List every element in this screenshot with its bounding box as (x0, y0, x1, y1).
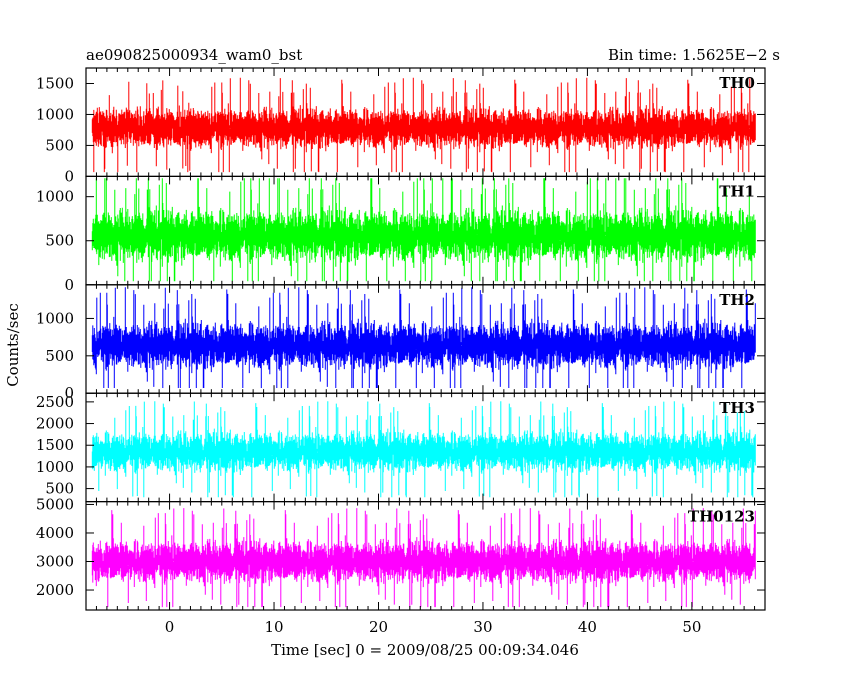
y-tick-label: 3000 (36, 553, 74, 571)
bin-time-label: Bin time: 1.5625E−2 s (608, 46, 780, 64)
y-tick-label: 0 (64, 384, 74, 402)
x-tick-label: 40 (578, 618, 597, 636)
panel-label-th1: TH1 (719, 182, 755, 200)
panel-label-th3: TH3 (719, 399, 755, 417)
y-tick-label: 2000 (36, 415, 74, 433)
y-tick-label: 500 (45, 480, 74, 498)
series-th1-trace (91, 178, 756, 282)
panel-label-th2: TH2 (719, 291, 755, 309)
y-tick-label: 1500 (36, 436, 74, 454)
x-tick-label: 0 (165, 618, 175, 636)
y-tick-label: 500 (45, 232, 74, 250)
y-tick-label: 500 (45, 347, 74, 365)
panel-th0123: 2000 3000 4000 5000 TH0123 (36, 495, 766, 611)
y-tick-label: 0 (64, 276, 74, 294)
panel-th3: 500 1000 1500 2000 2500 TH3 (36, 392, 766, 503)
panel-label-th0: TH0 (719, 74, 755, 92)
panel-th0: 0 500 1000 1500 TH0 (36, 67, 766, 185)
x-tick-label: 50 (682, 618, 701, 636)
y-tick-label: 4000 (36, 524, 74, 542)
y-tick-label: 2000 (36, 581, 74, 599)
y-tick-label: 1000 (36, 309, 74, 327)
series-th0123-trace (91, 508, 756, 608)
y-tick-label: 1500 (36, 74, 74, 92)
chart-title: ae090825000934_wam0_bst (86, 46, 302, 64)
y-tick-label: 5000 (36, 495, 74, 513)
x-tick-label: 20 (369, 618, 388, 636)
panel-th2: 0 500 1000 TH2 (36, 284, 766, 402)
x-tick-label: 30 (473, 618, 492, 636)
panel-label-th0123: TH0123 (688, 508, 755, 526)
series-th0-trace (91, 77, 756, 173)
series-th3-trace (91, 401, 756, 498)
y-tick-label: 1000 (36, 188, 74, 206)
series-th2-trace (91, 287, 756, 388)
y-tick-label: 1000 (36, 105, 74, 123)
panel-th1: 0 500 1000 TH1 (36, 175, 766, 294)
y-tick-label: 500 (45, 136, 74, 154)
panel-frame (85, 501, 766, 611)
y-tick-label: 2500 (36, 393, 74, 411)
x-tick-label: 10 (264, 618, 283, 636)
y-tick-label: 1000 (36, 458, 74, 476)
x-axis-label: Time [sec] 0 = 2009/08/25 00:09:34.046 (271, 641, 579, 659)
y-axis-label: Counts/sec (4, 303, 22, 387)
y-tick-label: 0 (64, 167, 74, 185)
